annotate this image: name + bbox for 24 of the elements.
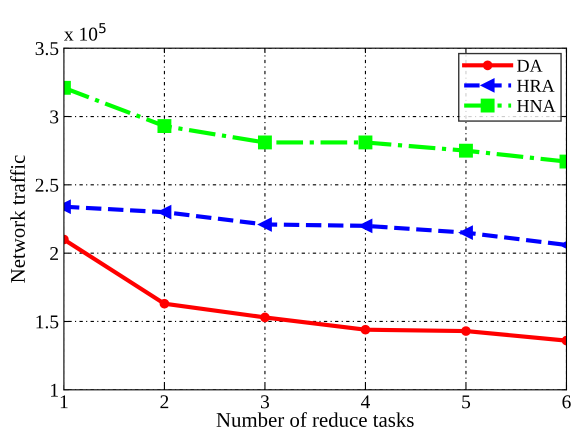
point	[160, 298, 170, 309]
point	[260, 312, 270, 322]
x-tick-label: 6	[562, 395, 571, 408]
x-tick-label: 4	[360, 395, 370, 408]
x-tick-label: 5	[462, 395, 470, 408]
legend-label: DA	[517, 60, 542, 72]
y-tick-label: 3	[50, 110, 58, 124]
point	[358, 136, 372, 150]
y-tick-label: 2.5	[36, 178, 58, 192]
text: x 10$^{5}$	[64, 23, 106, 41]
point	[360, 324, 370, 335]
x-axis-title: Number of reduce tasks	[216, 412, 414, 427]
y-tick-label: 1	[51, 384, 58, 397]
x-tick-label: 3	[261, 395, 270, 408]
y-tick-label: 2	[50, 247, 58, 260]
legend-label: HNA	[517, 100, 556, 112]
y-tick-label: 3.5	[36, 42, 58, 56]
x-tick-label: 1	[60, 395, 68, 408]
point	[258, 218, 272, 232]
y-tick-label: 1.5	[36, 315, 58, 329]
y-axis-title: Network traffic	[10, 155, 25, 283]
point	[258, 136, 272, 150]
legend-label: HRA	[517, 80, 555, 92]
x-tick-label: 2	[160, 395, 168, 408]
